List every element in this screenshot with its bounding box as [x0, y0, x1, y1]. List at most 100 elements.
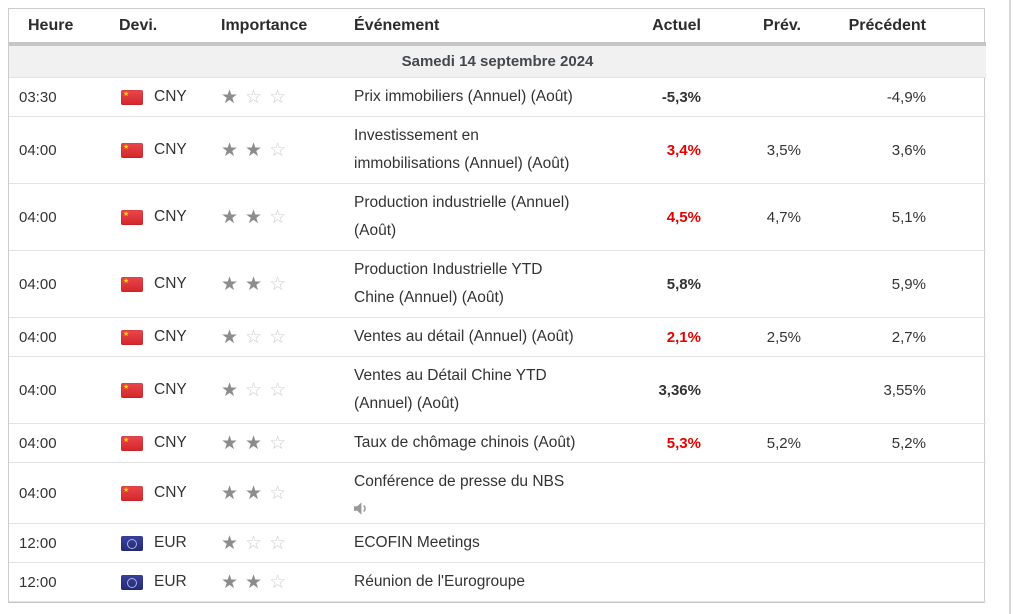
previous-value — [809, 462, 986, 524]
column-header-devise: Devi. — [99, 9, 211, 46]
star-filled-icon: ★ — [221, 206, 239, 228]
actual-value: 5,8% — [631, 250, 709, 318]
previous-value — [809, 523, 986, 563]
star-filled-icon: ★ — [221, 139, 239, 161]
star-empty-icon: ☆ — [245, 532, 263, 554]
previous-value: 3,55% — [809, 356, 986, 424]
previous-value — [809, 562, 986, 602]
event-title-link[interactable]: ECOFIN Meetings — [354, 534, 480, 551]
forecast-value: 3,5% — [709, 116, 809, 184]
currency-code: EUR — [154, 534, 187, 552]
importance-stars: ★ ★ ☆ — [221, 206, 293, 228]
currency-code: CNY — [154, 381, 187, 399]
cny-flag-icon — [121, 142, 143, 158]
event-title-link[interactable]: Réunion de l'Eurogroupe — [354, 573, 525, 590]
calendar-event-row: 04:00 CNY ★ ☆ ☆ Ventes au Détail Chine YTD… — [9, 356, 986, 424]
event-title-link[interactable]: Ventes au détail (Annuel) (Août) — [354, 328, 574, 345]
event-time: 04:00 — [9, 116, 99, 184]
previous-value: 5,2% — [809, 423, 986, 463]
actual-value — [631, 562, 709, 602]
column-header-evenement: Événement — [339, 9, 631, 46]
actual-value — [631, 462, 709, 524]
cny-flag-icon — [121, 485, 143, 501]
cny-flag-icon — [121, 209, 143, 225]
star-empty-icon: ☆ — [269, 571, 287, 593]
star-filled-icon: ★ — [245, 206, 263, 228]
star-filled-icon: ★ — [221, 482, 239, 504]
star-filled-icon: ★ — [245, 571, 263, 593]
currency-code: CNY — [154, 141, 187, 159]
star-filled-icon: ★ — [221, 273, 239, 295]
event-title-link[interactable]: Taux de chômage chinois (Août) — [354, 434, 576, 451]
calendar-event-row: 03:30 CNY ★ ☆ ☆ Prix immobiliers (Annuel) … — [9, 77, 986, 117]
actual-value: 4,5% — [631, 183, 709, 251]
event-time: 04:00 — [9, 317, 99, 357]
forecast-value — [709, 462, 809, 524]
forecast-value — [709, 523, 809, 563]
event-title-link[interactable]: Prix immobiliers (Annuel) (Août) — [354, 88, 573, 105]
column-header-actuel: Actuel — [631, 9, 709, 46]
actual-value: 2,1% — [631, 317, 709, 357]
speaker-icon — [354, 498, 631, 518]
calendar-body: Samedi 14 septembre 2024 03:30 CNY ★ ☆ ☆ P… — [9, 44, 986, 602]
star-filled-icon: ★ — [245, 273, 263, 295]
star-filled-icon: ★ — [245, 432, 263, 454]
star-empty-icon: ☆ — [269, 432, 287, 454]
currency-code: CNY — [154, 484, 187, 502]
actual-value — [631, 523, 709, 563]
calendar-event-row: 04:00 CNY ★ ☆ ☆ Ventes au détail (Annuel) … — [9, 317, 986, 357]
date-separator-label: Samedi 14 septembre 2024 — [9, 44, 986, 78]
star-empty-icon: ☆ — [269, 379, 287, 401]
column-header-importance: Importance — [211, 9, 339, 46]
star-empty-icon: ☆ — [269, 532, 287, 554]
star-empty-icon: ☆ — [269, 86, 287, 108]
event-title-link[interactable]: Production industrielle (Annuel) (Août) — [354, 194, 570, 239]
forecast-value — [709, 562, 809, 602]
forecast-value — [709, 77, 809, 117]
importance-stars: ★ ★ ☆ — [221, 432, 293, 454]
previous-value: 5,1% — [809, 183, 986, 251]
calendar-event-row: 04:00 CNY ★ ★ ☆ Conférence de presse du NB… — [9, 462, 986, 524]
star-filled-icon: ★ — [221, 571, 239, 593]
calendar-event-row: 04:00 CNY ★ ★ ☆ Taux de chômage chinois (A… — [9, 423, 986, 463]
calendar-event-row: 04:00 CNY ★ ★ ☆ Production Industrielle YT… — [9, 250, 986, 318]
currency-code: CNY — [154, 275, 187, 293]
importance-stars: ★ ★ ☆ — [221, 139, 293, 161]
star-empty-icon: ☆ — [245, 86, 263, 108]
cny-flag-icon — [121, 329, 143, 345]
calendar-event-row: 04:00 CNY ★ ★ ☆ Investissement en immobili… — [9, 116, 986, 184]
importance-stars: ★ ★ ☆ — [221, 273, 293, 295]
event-title-link[interactable]: Conférence de presse du NBS — [354, 473, 565, 490]
forecast-value: 4,7% — [709, 183, 809, 251]
actual-value: -5,3% — [631, 77, 709, 117]
currency-code: CNY — [154, 88, 187, 106]
importance-stars: ★ ☆ ☆ — [221, 86, 293, 108]
page-right-edge — [1009, 0, 1011, 614]
star-empty-icon: ☆ — [269, 139, 287, 161]
star-empty-icon: ☆ — [269, 482, 287, 504]
economic-calendar-table: Heure Devi. Importance Événement Actuel … — [8, 8, 986, 603]
importance-stars: ★ ★ ☆ — [221, 571, 293, 593]
event-title-link[interactable]: Investissement en immobilisations (Annue… — [354, 127, 570, 172]
cny-flag-icon — [121, 276, 143, 292]
star-filled-icon: ★ — [245, 139, 263, 161]
calendar-event-row: 12:00 EUR ★ ★ ☆ Réunion de l'Eurogroupe — [9, 562, 986, 602]
column-header-prev: Prév. — [709, 9, 809, 46]
star-filled-icon: ★ — [245, 482, 263, 504]
currency-code: CNY — [154, 208, 187, 226]
star-empty-icon: ☆ — [269, 206, 287, 228]
forecast-value: 2,5% — [709, 317, 809, 357]
calendar-header-row: Heure Devi. Importance Événement Actuel … — [9, 9, 986, 46]
actual-value: 3,4% — [631, 116, 709, 184]
event-time: 04:00 — [9, 250, 99, 318]
star-filled-icon: ★ — [221, 532, 239, 554]
event-time: 04:00 — [9, 462, 99, 524]
date-separator-row: Samedi 14 septembre 2024 — [9, 44, 986, 78]
currency-code: EUR — [154, 573, 187, 591]
previous-value: 5,9% — [809, 250, 986, 318]
event-title-link[interactable]: Production Industrielle YTD Chine (Annue… — [354, 261, 543, 306]
event-time: 12:00 — [9, 523, 99, 563]
event-title-link[interactable]: Ventes au Détail Chine YTD (Annuel) (Aoû… — [354, 367, 547, 412]
star-filled-icon: ★ — [221, 86, 239, 108]
star-empty-icon: ☆ — [245, 326, 263, 348]
